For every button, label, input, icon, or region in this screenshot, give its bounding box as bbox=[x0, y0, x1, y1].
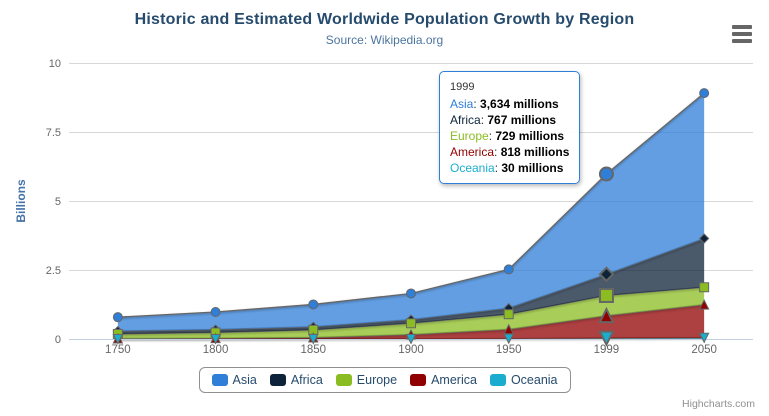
legend-label: Asia bbox=[232, 373, 257, 387]
point-oceania-1750[interactable] bbox=[112, 333, 124, 345]
point-europe-1950[interactable] bbox=[503, 309, 514, 320]
y-axis-label: 5 bbox=[55, 196, 61, 208]
series-asia-area bbox=[117, 93, 705, 332]
y-axis-title: Billions bbox=[14, 179, 28, 223]
point-america-1999[interactable] bbox=[598, 306, 615, 324]
point-asia-1850[interactable] bbox=[308, 299, 319, 310]
point-africa-1999[interactable] bbox=[598, 266, 615, 283]
legend-item-america[interactable]: America bbox=[410, 373, 477, 387]
y-axis-label: 0 bbox=[55, 334, 61, 346]
point-oceania-1999[interactable] bbox=[598, 330, 615, 347]
point-europe-1999[interactable] bbox=[598, 287, 614, 303]
legend-swatch-icon bbox=[489, 374, 506, 386]
point-america-2050[interactable] bbox=[698, 298, 710, 310]
legend-swatch-icon bbox=[410, 374, 427, 386]
x-axis-label: 1750 bbox=[105, 344, 131, 356]
hamburger-icon bbox=[732, 39, 752, 43]
point-asia-1999[interactable] bbox=[598, 166, 614, 182]
x-axis-label: 1950 bbox=[496, 344, 522, 356]
hamburger-icon bbox=[732, 32, 752, 36]
legend-label: Oceania bbox=[510, 373, 558, 387]
y-axis-label: 2.5 bbox=[46, 265, 61, 277]
chart-subtitle: Source: Wikipedia.org bbox=[325, 33, 444, 47]
legend-swatch-icon bbox=[211, 374, 228, 386]
legend-item-oceania[interactable]: Oceania bbox=[489, 373, 558, 387]
x-axis-label: 1999 bbox=[594, 344, 620, 356]
chart-title: Historic and Estimated Worldwide Populat… bbox=[134, 11, 635, 28]
x-axis-label: 2050 bbox=[691, 344, 717, 356]
legend-label: Europe bbox=[356, 373, 398, 387]
legend-item-europe[interactable]: Europe bbox=[335, 373, 398, 387]
point-africa-2050[interactable] bbox=[698, 233, 710, 244]
point-asia-1900[interactable] bbox=[406, 288, 416, 299]
point-asia-2050[interactable] bbox=[699, 88, 710, 99]
point-asia-1750[interactable] bbox=[112, 312, 123, 323]
hamburger-icon bbox=[732, 25, 752, 29]
point-asia-1800[interactable] bbox=[210, 307, 221, 318]
point-europe-2050[interactable] bbox=[699, 282, 710, 293]
x-axis-label: 1850 bbox=[300, 344, 326, 356]
legend: Asia Africa Europe America Oceania bbox=[198, 367, 571, 393]
point-asia-1950[interactable] bbox=[503, 264, 514, 275]
legend-label: Africa bbox=[290, 373, 323, 387]
point-oceania-1950[interactable] bbox=[503, 333, 515, 345]
point-europe-1900[interactable] bbox=[406, 318, 416, 329]
export-menu-button[interactable] bbox=[732, 25, 752, 43]
legend-swatch-icon bbox=[269, 374, 286, 386]
point-oceania-1850[interactable] bbox=[307, 333, 319, 345]
legend-label: America bbox=[431, 373, 477, 387]
legend-swatch-icon bbox=[335, 374, 352, 386]
y-axis-label: 10 bbox=[49, 58, 61, 70]
series-america-area bbox=[117, 304, 705, 339]
legend-item-africa[interactable]: Africa bbox=[269, 373, 323, 387]
y-axis-label: 7.5 bbox=[46, 127, 61, 139]
series-africa-area bbox=[117, 238, 705, 334]
x-axis-label: 1800 bbox=[203, 344, 229, 356]
legend-item-asia[interactable]: Asia bbox=[211, 373, 257, 387]
x-axis-label: 1900 bbox=[398, 344, 424, 356]
point-oceania-2050[interactable] bbox=[698, 332, 710, 344]
point-oceania-1900[interactable] bbox=[405, 333, 417, 345]
credits-link[interactable]: Highcharts.com bbox=[682, 398, 755, 410]
point-oceania-1800[interactable] bbox=[210, 333, 221, 345]
